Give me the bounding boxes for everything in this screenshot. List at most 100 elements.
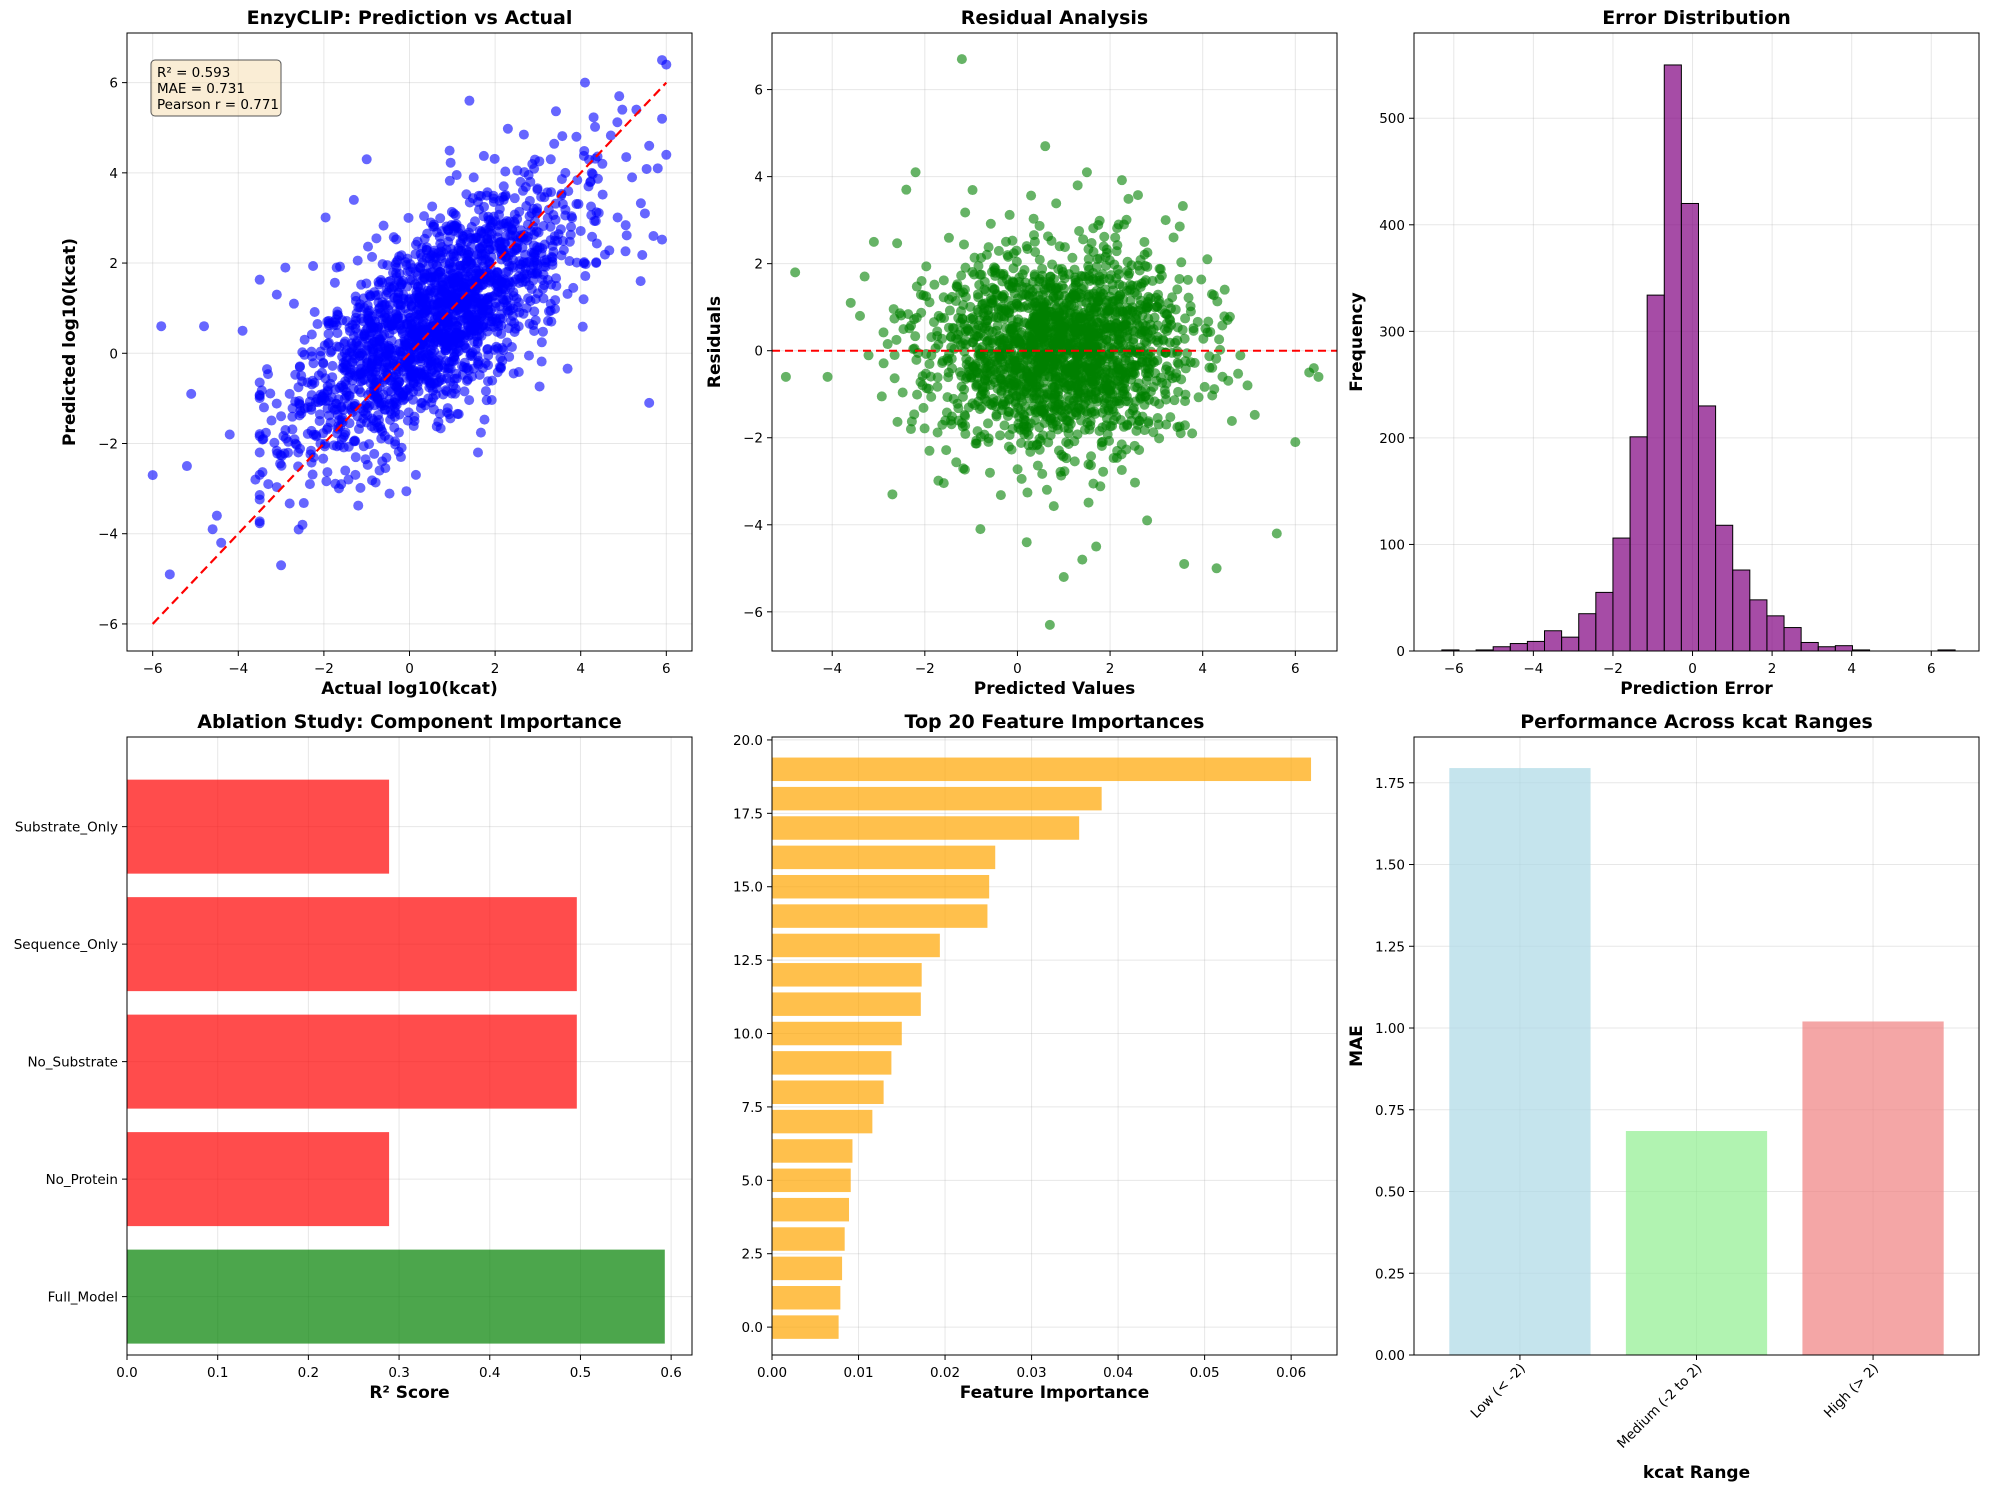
scatter-point (1111, 246, 1122, 257)
scatter-point (263, 479, 274, 490)
scatter-point (1098, 466, 1109, 477)
scatter-point (958, 299, 969, 310)
scatter-point (336, 402, 347, 413)
scatter-point (578, 294, 589, 305)
scatter-point (612, 212, 623, 223)
scatter-point (360, 454, 371, 465)
y-tick-label: −2 (98, 436, 118, 452)
scatter-point (254, 389, 265, 400)
x-tick-label: −2 (1603, 661, 1623, 677)
scatter-point (1021, 241, 1032, 252)
scatter-point (967, 312, 978, 323)
scatter-point (971, 324, 982, 335)
scatter-point (1022, 487, 1033, 498)
scatter-point (1153, 419, 1164, 430)
panel-kcat_ranges: 0.00 0.25 0.50 0.75 1.00 1.25 1.50 1.75 Low (< -… (1347, 711, 1980, 1483)
stats-line: Pearson r = 0.771 (157, 97, 279, 113)
scatter-point (393, 427, 404, 438)
scatter-point (620, 246, 631, 257)
scatter-point (1084, 424, 1095, 435)
scatter-point (1044, 619, 1055, 630)
scatter-point (349, 435, 360, 446)
scatter-point (973, 292, 984, 303)
scatter-point (905, 424, 916, 435)
ablation-bar (127, 1249, 665, 1344)
scatter-point (512, 165, 523, 176)
x-tick-label: 6 (662, 661, 671, 677)
scatter-point (991, 312, 1002, 323)
scatter-point (502, 123, 513, 134)
scatter-point (352, 255, 363, 266)
scatter-point (1180, 396, 1191, 407)
scatter-point (280, 433, 291, 444)
scatter-point (614, 91, 625, 102)
importance-bar (772, 992, 921, 1016)
scatter-point (1068, 366, 1079, 377)
scatter-point (996, 387, 1007, 398)
scatter-point (510, 231, 521, 242)
scatter-point (910, 331, 921, 342)
scatter-point (441, 386, 452, 397)
chart-title: Top 20 Feature Importances (905, 711, 1205, 733)
x-tick-label: 0.00 (757, 1365, 787, 1381)
x-tick-label: High (> 2) (1821, 1361, 1882, 1422)
scatter-point (1041, 484, 1052, 495)
scatter-point (597, 158, 608, 169)
scatter-point (518, 129, 529, 140)
scatter-point (366, 421, 377, 432)
scatter-point (340, 336, 351, 347)
scatter-point (637, 249, 648, 260)
scatter-point (938, 478, 949, 489)
scatter-point (1193, 392, 1204, 403)
importance-bar (772, 1080, 884, 1104)
scatter-point (482, 376, 493, 387)
scatter-point (985, 218, 996, 229)
scatter-point (1078, 234, 1089, 245)
scatter-point (1033, 363, 1044, 374)
scatter-point (1168, 232, 1179, 243)
scatter-point (1137, 319, 1148, 330)
scatter-point (283, 447, 294, 458)
x-tick-label: 0.05 (1190, 1365, 1220, 1381)
x-tick-label: 0.2 (298, 1365, 319, 1381)
scatter-point (479, 414, 490, 425)
scatter-point (1028, 213, 1039, 224)
mae-bar (1449, 768, 1591, 1355)
histogram-bar (1509, 643, 1528, 652)
histogram-bar (1766, 615, 1785, 652)
scatter-point (1126, 260, 1137, 271)
y-tick-label: 1.50 (1375, 858, 1405, 874)
scatter-point (1087, 328, 1098, 339)
importance-bar (772, 1139, 853, 1163)
scatter-point (1202, 254, 1213, 265)
stats-box-background (150, 59, 282, 117)
scatter-point (1108, 415, 1119, 426)
scatter-point (566, 221, 577, 232)
scatter-point (1032, 460, 1043, 471)
scatter-point (944, 305, 955, 316)
scatter-point (1067, 252, 1078, 263)
y-tick-label: −6 (98, 617, 118, 633)
scatter-point (1145, 351, 1156, 362)
scatter-point (381, 285, 392, 296)
scatter-point (1118, 219, 1129, 230)
scatter-point (1076, 283, 1087, 294)
scatter-point (579, 77, 590, 88)
scatter-point (164, 569, 175, 580)
scatter-point (496, 254, 507, 265)
scatter-point (439, 363, 450, 374)
scatter-point (355, 482, 366, 493)
scatter-point (652, 163, 663, 174)
scatter-point (480, 254, 491, 265)
scatter-point (358, 441, 369, 452)
scatter-point (493, 286, 504, 297)
scatter-point (496, 328, 507, 339)
scatter-point (1023, 364, 1034, 375)
scatter-point (957, 421, 968, 432)
scatter-point (507, 310, 518, 321)
scatter-point (1040, 141, 1051, 152)
scatter-point (470, 263, 481, 274)
scatter-point (889, 350, 900, 361)
scatter-point (1003, 377, 1014, 388)
scatter-point (1177, 201, 1188, 212)
